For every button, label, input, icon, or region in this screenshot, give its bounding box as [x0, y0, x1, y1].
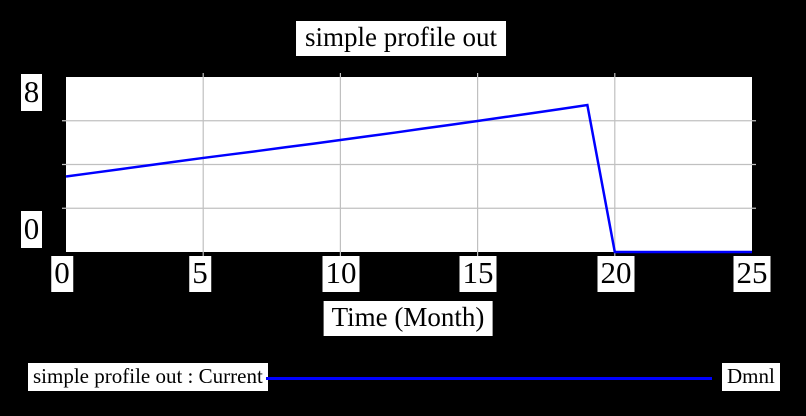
- x-tick-label-20: 20: [597, 255, 635, 293]
- x-axis-title: Time (Month): [323, 301, 493, 336]
- chart-title: simple profile out: [296, 21, 506, 56]
- y-axis-min-label: 0: [21, 211, 42, 249]
- x-tick-label-10: 10: [322, 255, 360, 293]
- x-tick-label-15: 15: [459, 255, 497, 293]
- x-tick-label-25: 25: [733, 255, 771, 293]
- legend-series-label: simple profile out : Current: [28, 363, 268, 392]
- legend-line-swatch: [266, 377, 712, 380]
- x-tick-label-5: 5: [189, 255, 211, 293]
- x-tick-label-0: 0: [51, 255, 73, 293]
- y-axis-max-label: 8: [21, 74, 42, 112]
- legend-units-label: Dmnl: [722, 363, 780, 392]
